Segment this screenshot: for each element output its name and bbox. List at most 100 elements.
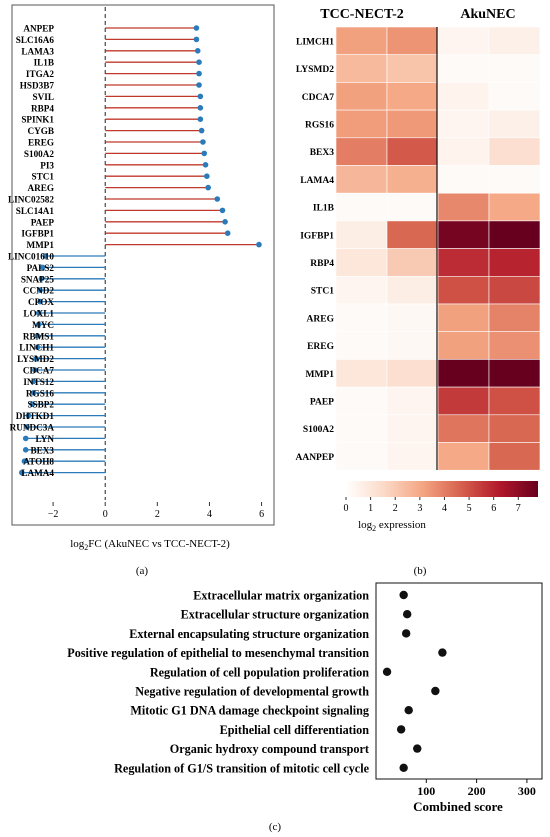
b-heatmap-cell xyxy=(488,26,541,56)
b-row-label: LAMA4 xyxy=(300,176,334,186)
b-row-label: AANPEP xyxy=(295,453,334,463)
b-heatmap-cell xyxy=(386,248,439,277)
c-dot xyxy=(431,686,440,696)
a-gene-label: RBMS1 xyxy=(23,331,55,341)
a-dot xyxy=(38,276,45,282)
c-x-tick-label: 300 xyxy=(518,784,536,798)
b-heatmap-cell xyxy=(335,26,388,56)
b-colorbar-tick-label: 0 xyxy=(344,503,349,514)
a-gene-label: LAMA3 xyxy=(21,46,54,56)
a-dot xyxy=(19,469,25,476)
a-gene-label: DHTKD1 xyxy=(16,411,55,421)
a-gene-label: INTS12 xyxy=(23,377,54,387)
b-heatmap-cell xyxy=(437,386,490,416)
b-heatmap-cell xyxy=(335,220,388,249)
c-term-label: Organic hydroxy compound transport xyxy=(170,742,369,756)
a-dot xyxy=(32,367,38,373)
b-heatmap-cell xyxy=(386,54,439,83)
b-heatmap-cell xyxy=(488,275,541,305)
b-heatmap-cell xyxy=(386,275,439,305)
a-gene-label: SNAP25 xyxy=(21,274,55,284)
b-colorbar-label: log2 expression xyxy=(358,519,426,533)
c-term-label: Extracellular structure organization xyxy=(181,608,370,622)
b-heatmap-cell xyxy=(437,109,490,139)
b-row-label: S100A2 xyxy=(303,425,334,435)
a-x-ticks: −2 0 2 4 6 xyxy=(48,502,264,520)
c-dot xyxy=(382,667,392,676)
b-heatmap-cell xyxy=(437,82,490,111)
b-heatmap-cell xyxy=(386,359,439,388)
a-gene-label: CDCA7 xyxy=(23,366,55,376)
b-heatmap-cell xyxy=(335,303,388,333)
b-heatmap-cell xyxy=(437,26,490,56)
b-row-label: RBP4 xyxy=(310,259,334,269)
a-dot xyxy=(25,412,32,419)
a-dot xyxy=(22,447,29,453)
b-heatmap-cell xyxy=(437,54,490,83)
a-gene-label: LINC02582 xyxy=(8,195,54,205)
a-x-tick-label: 0 xyxy=(103,509,108,520)
b-colorbar-tick-label: 1 xyxy=(368,503,373,514)
a-gene-label: HSD3B7 xyxy=(20,81,55,91)
c-term-label: Epithelial cell differentiation xyxy=(220,723,370,737)
b-colorbar xyxy=(346,481,538,497)
b-heatmap-cell xyxy=(437,220,490,249)
b-colorbar-tick-label: 6 xyxy=(491,503,496,514)
c-dot xyxy=(438,648,447,657)
a-dot xyxy=(197,116,204,122)
b-heatmap-cell xyxy=(386,165,439,194)
b-heatmap-cell xyxy=(437,303,490,333)
c-term-label: Mitotic G1 DNA damage checkpoint signali… xyxy=(130,704,369,718)
b-row-label: IL1B xyxy=(313,204,335,214)
b-heatmap-cell xyxy=(488,331,541,360)
b-heatmap-cell xyxy=(335,82,388,111)
b-colorbar-tick-label: 2 xyxy=(393,503,398,514)
b-heatmap-cell xyxy=(437,359,490,388)
a-gene-label: CYGB xyxy=(27,126,54,136)
b-heatmap-cell xyxy=(488,359,541,388)
a-gene-label: PALS2 xyxy=(27,263,55,273)
a-gene-label: SSBP2 xyxy=(27,400,54,410)
a-x-tick-label: −2 xyxy=(48,509,59,520)
b-heatmap-cell xyxy=(437,275,490,305)
a-gene-label: LINCH1 xyxy=(19,343,54,353)
b-row-label: LIMCH1 xyxy=(296,37,334,47)
a-gene-label: LOXL1 xyxy=(23,309,54,319)
a-gene-label: LYN xyxy=(35,434,54,444)
b-row-label: BEX3 xyxy=(310,148,335,158)
b-colorbar-tick-label: 7 xyxy=(516,503,521,514)
a-dot xyxy=(193,36,200,43)
b-heatmap-cell xyxy=(488,137,541,166)
a-gene-label: BEX3 xyxy=(31,445,55,455)
b-row-label: LYSMD2 xyxy=(296,65,334,75)
c-dot xyxy=(396,725,406,734)
panel-a-frame xyxy=(11,4,275,526)
b-heatmap-cell xyxy=(488,303,541,333)
c-x-tick-label: 200 xyxy=(468,784,486,798)
b-heatmap-cell xyxy=(386,303,439,333)
b-heatmap-cell xyxy=(488,386,541,416)
b-heatmap-cell xyxy=(335,192,388,222)
b-heatmap-cell xyxy=(386,414,439,443)
a-gene-label: PI3 xyxy=(40,160,54,170)
panel-b-heatmap: TCC-NECT-2 AkuNEC LIMCH1 LYSMD2 CDCA7 RGS16… xyxy=(295,7,541,577)
b-row-labels: LIMCH1 LYSMD2 CDCA7 RGS16 BEX3 LAMA4 IL1B IGFBP… xyxy=(295,37,334,463)
b-row-label: IGFBP1 xyxy=(300,231,334,241)
b-heatmap-cell xyxy=(335,248,388,277)
a-gene-label: MYC xyxy=(32,320,54,330)
a-dot xyxy=(34,333,41,339)
a-dot xyxy=(204,173,210,179)
panel-c-dot-plot: Extracellular matrix organization Extrace… xyxy=(67,582,543,833)
a-gene-label: RGS16 xyxy=(26,388,54,398)
b-heatmap-cell xyxy=(488,442,541,471)
a-dot xyxy=(37,287,43,294)
b-row-label: MMP1 xyxy=(306,370,335,380)
a-dot xyxy=(205,184,211,191)
a-dot xyxy=(21,458,28,465)
a-x-axis-label: log2FC (AkuNEC vs TCC-NECT-2) xyxy=(70,538,230,552)
b-heatmap-cell xyxy=(386,192,439,222)
a-dot xyxy=(42,253,49,259)
a-dots xyxy=(19,25,262,476)
